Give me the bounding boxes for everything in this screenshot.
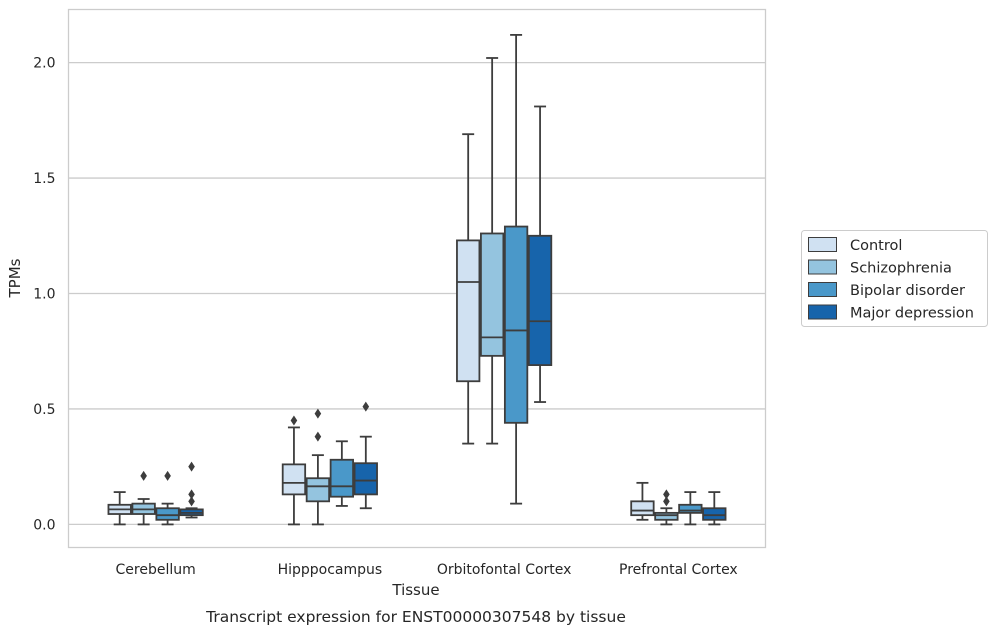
x-tick-label: Prefrontal Cortex xyxy=(619,562,738,578)
legend-swatch xyxy=(808,304,837,320)
chart-caption: Transcript expression for ENST0000030754… xyxy=(205,608,626,626)
box-plot xyxy=(630,481,655,521)
legend-swatch xyxy=(808,259,837,275)
box-plot xyxy=(131,470,156,526)
box-plot xyxy=(678,491,703,526)
box-iqr xyxy=(305,477,331,503)
y-tick-label: 1.0 xyxy=(33,287,55,303)
outlier-marker xyxy=(188,489,195,500)
box-iqr xyxy=(281,463,307,496)
box-plot xyxy=(480,57,505,445)
outlier-marker xyxy=(188,496,195,507)
x-axis-title: Tissue xyxy=(391,581,439,599)
legend-label: Major depression xyxy=(850,306,974,322)
box-plot xyxy=(155,470,180,526)
box-iqr xyxy=(456,239,481,383)
legend-swatch xyxy=(808,237,837,252)
outlier-marker xyxy=(362,401,370,412)
y-tick-label: 2.0 xyxy=(33,56,55,72)
box-iqr xyxy=(527,234,553,366)
box-iqr xyxy=(630,500,655,517)
legend-frame xyxy=(801,230,988,327)
x-tick-label: Hipppocampus xyxy=(278,562,383,578)
box-plot xyxy=(107,491,132,526)
legend-items: Control Schizophrenia Bipolar disorder Majo… xyxy=(808,237,974,322)
outlier-marker xyxy=(164,470,171,481)
box-iqr xyxy=(678,503,703,514)
box-iqr xyxy=(702,507,727,521)
x-tick-label: Orbitofontal Cortex xyxy=(437,562,572,578)
plot-frame xyxy=(67,8,767,549)
outlier-marker xyxy=(140,470,147,481)
outlier-marker xyxy=(188,461,195,472)
legend: Control Schizophrenia Bipolar disorder Majo… xyxy=(801,230,988,327)
grid-lines xyxy=(68,61,766,526)
outlier-marker xyxy=(290,415,298,426)
box-groups xyxy=(107,33,727,526)
box-iqr xyxy=(155,507,180,521)
legend-label: Control xyxy=(850,238,902,254)
box-plot xyxy=(329,440,354,507)
box-plot xyxy=(353,401,378,510)
y-tick-label: 1.5 xyxy=(33,171,55,187)
outlier-marker xyxy=(314,408,322,419)
box-iqr xyxy=(353,462,378,496)
box-iqr xyxy=(654,511,679,521)
box-plot xyxy=(281,415,307,526)
legend-label: Schizophrenia xyxy=(850,261,952,277)
y-tick-labels: 0.0 0.5 1.0 1.5 2.0 xyxy=(33,56,55,534)
legend-label: Bipolar disorder xyxy=(850,283,965,299)
box-iqr xyxy=(329,458,354,498)
outlier-marker xyxy=(663,496,670,507)
box-plot xyxy=(503,33,529,505)
box-iqr xyxy=(503,225,529,424)
box-plot xyxy=(654,489,679,526)
outlier-marker xyxy=(663,489,670,500)
y-tick-label: 0.5 xyxy=(33,402,55,418)
x-tick-label: Cerebellum xyxy=(116,562,196,578)
outlier-marker xyxy=(314,431,322,442)
box-iqr xyxy=(480,232,505,357)
box-plot xyxy=(305,408,331,526)
box-plot xyxy=(456,133,481,445)
y-tick-label: 0.0 xyxy=(33,517,55,533)
y-axis-title: TPMs xyxy=(6,258,24,298)
box-plot xyxy=(527,105,553,403)
legend-swatch xyxy=(808,282,837,297)
box-plot xyxy=(702,491,727,526)
box-plot xyxy=(179,461,204,519)
x-tick-labels: Cerebellum Hipppocampus Orbitofontal Corte… xyxy=(116,562,738,578)
